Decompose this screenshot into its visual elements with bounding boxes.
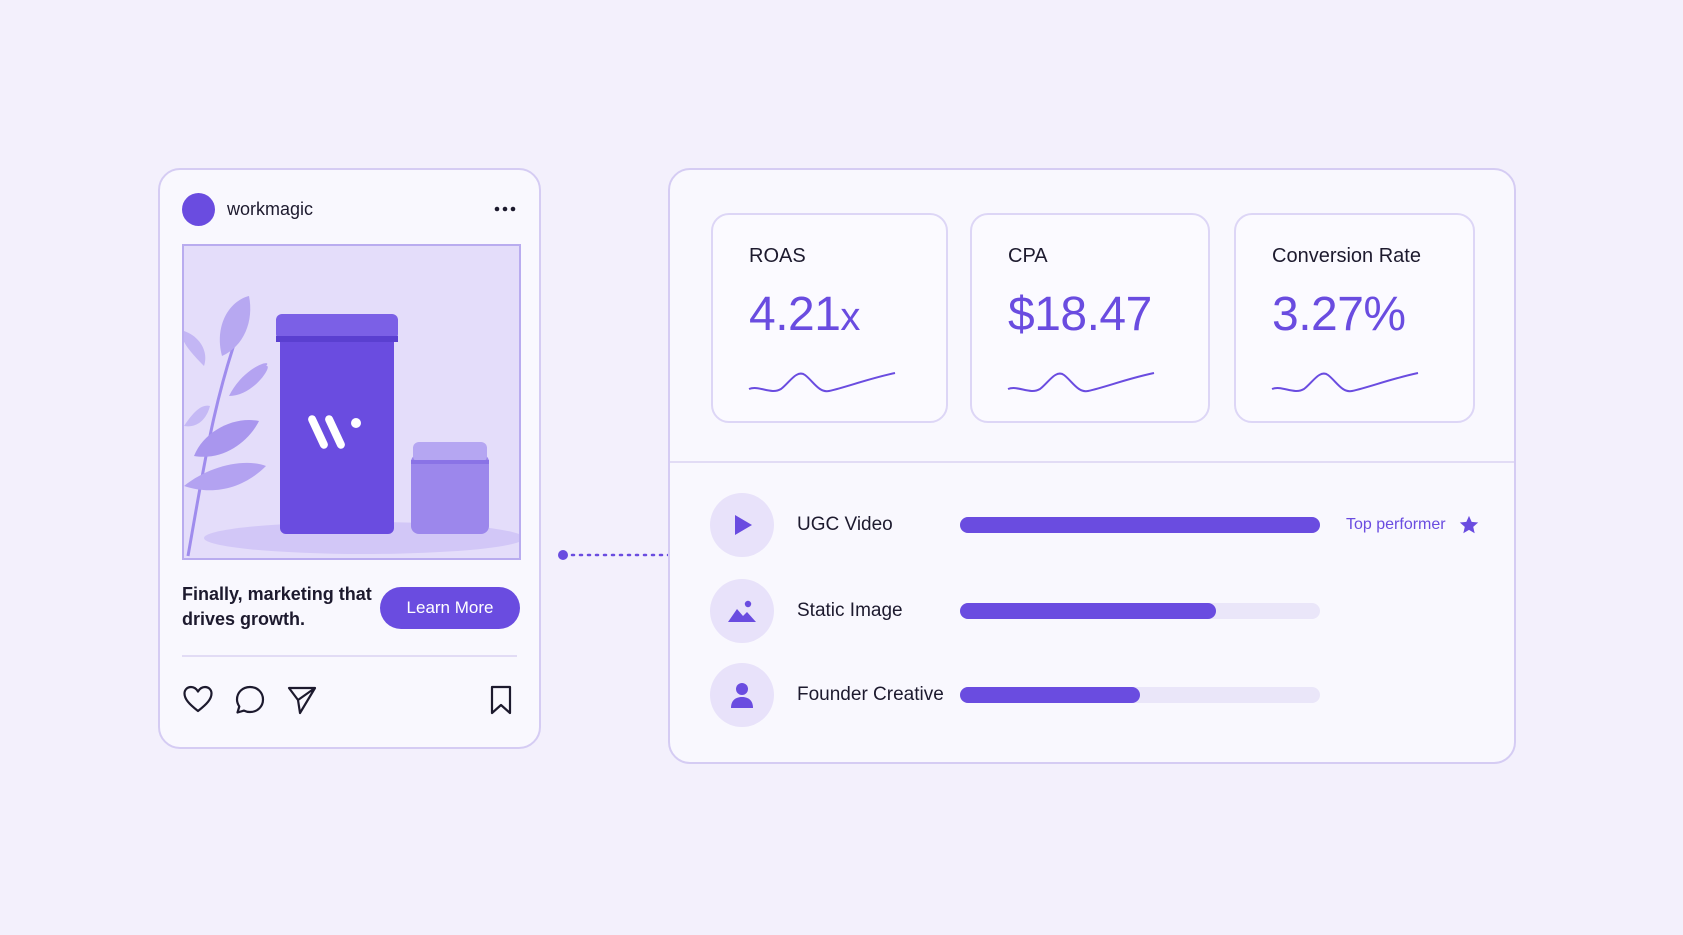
metric-value: 4.21x [749, 287, 860, 342]
progress-track [960, 687, 1320, 703]
progress-fill [960, 517, 1320, 533]
ad-post-card: workmagic [158, 168, 541, 749]
creative-row-static-image[interactable]: Static Image [710, 579, 1484, 643]
metric-label: Conversion Rate [1272, 245, 1421, 267]
metric-value: 3.27% [1272, 287, 1406, 342]
small-jar [411, 442, 489, 534]
post-divider [182, 655, 517, 657]
dashboard-divider [670, 461, 1514, 463]
metric-number: 4.21 [749, 288, 841, 341]
post-caption: Finally, marketing that drives growth. [182, 584, 372, 629]
creative-label: Static Image [797, 600, 903, 621]
metric-number: $18.47 [1008, 288, 1152, 341]
creative-label: Founder Creative [797, 684, 944, 705]
progress-fill [960, 603, 1216, 619]
learn-more-button[interactable]: Learn More [380, 587, 520, 629]
comment-icon[interactable] [234, 684, 266, 716]
metric-label: ROAS [749, 245, 806, 267]
sparkline [748, 372, 896, 393]
creative-label: UGC Video [797, 514, 893, 535]
metric-number: 3.27% [1272, 288, 1406, 341]
star-icon [1459, 515, 1478, 534]
metric-card-cpa[interactable]: CPA $18.47 [970, 213, 1210, 423]
large-jar [276, 314, 398, 534]
heart-icon[interactable] [182, 684, 214, 716]
creative-row-founder-creative[interactable]: Founder Creative [710, 663, 1484, 727]
play-icon [710, 493, 774, 557]
top-performer-label: Top performer [1346, 516, 1446, 533]
metric-card-roas[interactable]: ROAS 4.21x [711, 213, 948, 423]
brand-name[interactable]: workmagic [227, 198, 314, 219]
person-icon [710, 663, 774, 727]
post-actions [182, 684, 517, 716]
post-header: workmagic [182, 192, 517, 226]
sparkline [1271, 372, 1419, 393]
brand-avatar[interactable] [182, 192, 215, 226]
sparkline [1007, 372, 1155, 393]
share-icon[interactable] [286, 684, 318, 716]
bookmark-icon[interactable] [485, 684, 517, 716]
more-icon[interactable] [493, 197, 517, 221]
creative-row-ugc-video[interactable]: UGC Video Top performer [710, 493, 1484, 557]
progress-track [960, 517, 1320, 533]
image-icon [710, 579, 774, 643]
progress-fill [960, 687, 1140, 703]
metric-value: $18.47 [1008, 287, 1152, 342]
product-image[interactable] [182, 244, 521, 560]
leaf-illustration [184, 296, 268, 557]
metric-unit: x [840, 295, 860, 339]
metric-label: CPA [1008, 245, 1048, 267]
top-performer-badge: Top performer [1346, 514, 1480, 536]
progress-track [960, 603, 1320, 619]
performance-dashboard: ROAS 4.21x CPA $18.47 Conversion Rate 3.… [668, 168, 1516, 764]
metric-card-conversion-rate[interactable]: Conversion Rate 3.27% [1234, 213, 1475, 423]
